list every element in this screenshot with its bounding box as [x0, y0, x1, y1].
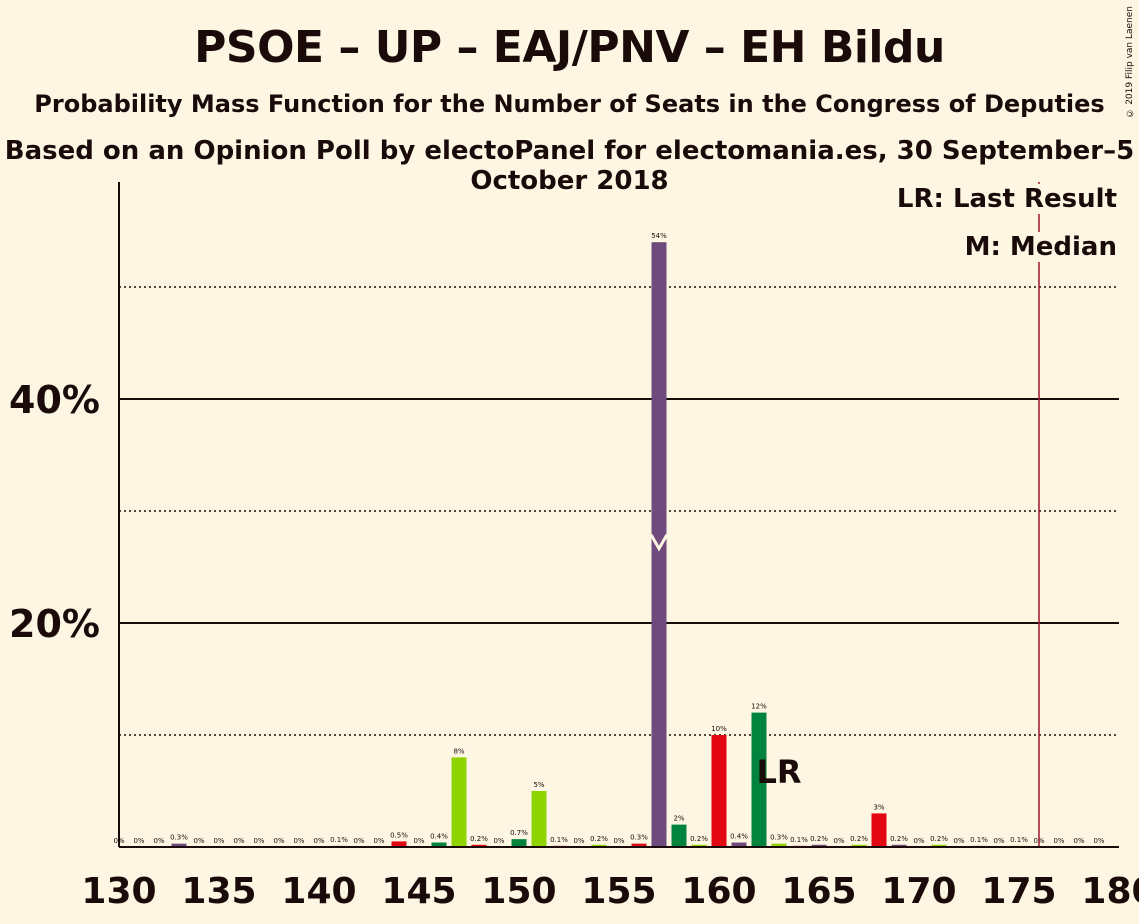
bar-label-155: 0% [613, 837, 624, 845]
x-tick-label: 175 [981, 871, 1056, 912]
bar-label-171: 0.2% [930, 835, 948, 843]
bar-label-174: 0% [993, 837, 1004, 845]
bar-label-165: 0.2% [810, 835, 828, 843]
bar-label-159: 0.2% [690, 835, 708, 843]
bar-label-147: 8% [453, 747, 464, 755]
bar-label-170: 0% [913, 837, 924, 845]
bar-label-173: 0.1% [970, 836, 988, 844]
bar-label-140: 0% [313, 837, 324, 845]
bar-label-143: 0% [373, 837, 384, 845]
x-tick-label: 170 [881, 871, 956, 912]
bar-label-136: 0% [233, 837, 244, 845]
bar-label-156: 0.3% [630, 834, 648, 842]
bar-label-154: 0.2% [590, 835, 608, 843]
y-tick-label: 20% [9, 602, 100, 646]
bar-label-135: 0% [213, 837, 224, 845]
bar-162 [751, 712, 767, 847]
bar-label-178: 0% [1073, 837, 1084, 845]
bar-label-141: 0.1% [330, 836, 348, 844]
bar-160 [711, 735, 727, 847]
bar-label-152: 0.1% [550, 836, 568, 844]
bar-157 [651, 242, 667, 847]
bar-label-149: 0% [493, 837, 504, 845]
bar-154 [591, 844, 607, 847]
x-tick-label: 145 [381, 871, 456, 912]
bar-label-138: 0% [273, 837, 284, 845]
legend-median: M: Median [960, 232, 1117, 262]
bar-158 [671, 824, 687, 847]
bar-168 [871, 813, 887, 847]
bar-label-153: 0% [573, 837, 584, 845]
bar-label-157: 54% [651, 232, 667, 240]
bar-label-139: 0% [293, 837, 304, 845]
x-tick-label: 160 [681, 871, 756, 912]
bar-label-134: 0% [193, 837, 204, 845]
bar-161 [731, 842, 747, 847]
bar-label-168: 3% [873, 803, 884, 811]
bar-label-142: 0% [353, 837, 364, 845]
x-tick-label: 130 [81, 871, 156, 912]
bar-163 [771, 843, 787, 847]
bar-label-163: 0.3% [770, 834, 788, 842]
bar-156 [631, 843, 647, 847]
bar-label-166: 0% [833, 837, 844, 845]
chart-title: PSOE – UP – EAJ/PNV – EH Bildu [194, 22, 945, 73]
bar-label-145: 0% [413, 837, 424, 845]
bar-label-148: 0.2% [470, 835, 488, 843]
bar-label-146: 0.4% [430, 833, 448, 841]
bar-148 [471, 844, 487, 847]
chart-source-line: Based on an Opinion Poll by electoPanel … [4, 136, 1135, 196]
bar-label-162: 12% [751, 703, 767, 711]
bar-150 [511, 839, 527, 847]
median-marker [649, 533, 669, 552]
bar-label-150: 0.7% [510, 829, 528, 837]
bar-label-144: 0.5% [390, 831, 408, 839]
chart-subtitle: Probability Mass Function for the Number… [34, 90, 1105, 118]
bar-159 [691, 844, 707, 847]
bar-label-179: 0% [1093, 837, 1104, 845]
x-tick-label: 140 [281, 871, 356, 912]
x-tick-label: 180 [1081, 871, 1139, 912]
x-tick-label: 135 [181, 871, 256, 912]
bar-169 [891, 844, 907, 847]
bar-label-131: 0% [133, 837, 144, 845]
bar-label-160: 10% [711, 725, 727, 733]
bar-label-151: 5% [533, 781, 544, 789]
bar-label-164: 0.1% [790, 836, 808, 844]
bar-label-167: 0.2% [850, 835, 868, 843]
bar-label-132: 0% [153, 837, 164, 845]
bar-133 [171, 843, 187, 847]
bar-label-137: 0% [253, 837, 264, 845]
bar-165 [811, 844, 827, 847]
bar-146 [431, 842, 447, 847]
bar-151 [531, 791, 547, 847]
bar-167 [851, 844, 867, 847]
x-tick-label: 165 [781, 871, 856, 912]
legend-last-result: LR: Last Result [892, 184, 1117, 214]
bar-label-158: 2% [673, 815, 684, 823]
bar-label-169: 0.2% [890, 835, 908, 843]
x-tick-label: 155 [581, 871, 656, 912]
bar-171 [931, 844, 947, 847]
bar-144 [391, 841, 407, 847]
bar-147 [451, 757, 467, 847]
y-tick-label: 40% [9, 378, 100, 422]
bar-label-133: 0.3% [170, 834, 188, 842]
lr-annotation: LR [756, 753, 801, 791]
bar-label-177: 0% [1053, 837, 1064, 845]
bar-label-175: 0.1% [1010, 836, 1028, 844]
x-tick-label: 150 [481, 871, 556, 912]
bar-label-161: 0.4% [730, 833, 748, 841]
bar-label-172: 0% [953, 837, 964, 845]
